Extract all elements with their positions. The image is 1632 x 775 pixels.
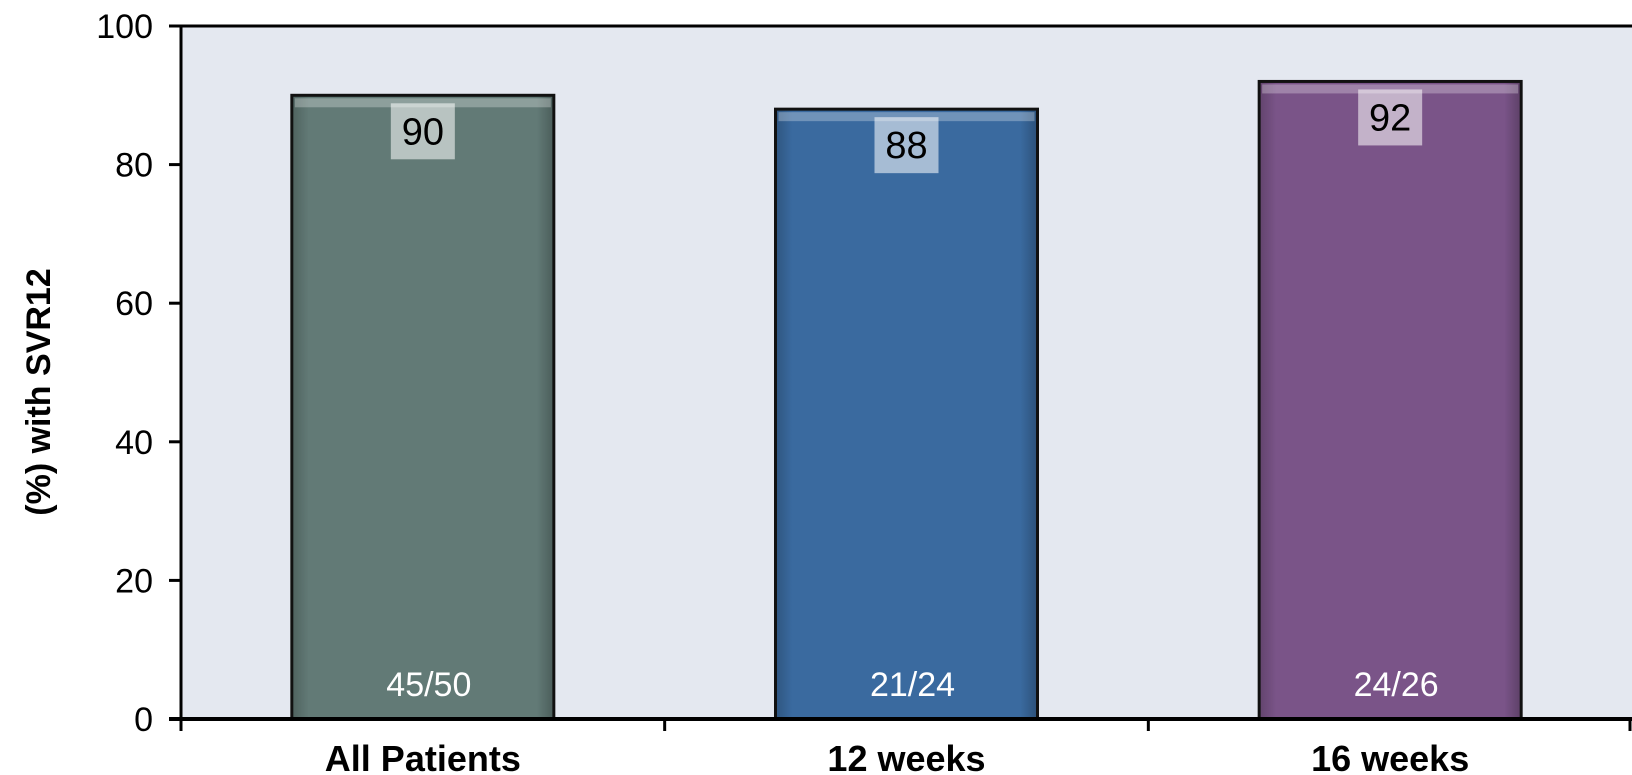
count-label: 45/50: [386, 666, 471, 704]
value-label: 90: [402, 111, 444, 153]
category-label: 16 weeks: [1311, 738, 1469, 775]
y-tick-label: 0: [134, 701, 153, 739]
y-tick-label: 80: [115, 147, 153, 185]
y-tick-label: 40: [115, 424, 153, 462]
bar-sheen: [777, 110, 1036, 718]
bars: [290, 79, 1523, 721]
y-axis-title: (%) with SVR12: [20, 268, 58, 515]
value-label-box: [390, 103, 455, 160]
count-label: 24/26: [1354, 666, 1439, 704]
bar-highlight: [294, 98, 551, 108]
y-tick-label: 100: [96, 8, 153, 46]
bar-highlight: [1262, 84, 1519, 94]
value-label: 88: [885, 125, 927, 167]
bar-highlight: [778, 112, 1035, 122]
bar-sheen: [1260, 82, 1520, 718]
count-label: 21/24: [870, 666, 955, 704]
y-tick-label: 60: [115, 285, 153, 323]
category-label: 12 weeks: [827, 738, 985, 775]
value-label-box: [1358, 89, 1423, 146]
value-label: 92: [1369, 97, 1411, 139]
bar-sheen: [293, 96, 553, 718]
labels: 90 45/50 All Patients 88 21/24 12 weeks 92 24/2…: [96, 8, 1469, 775]
y-tick-label: 20: [115, 562, 153, 600]
value-label-box: [874, 117, 939, 174]
axes: [169, 24, 1632, 731]
category-label: All Patients: [325, 738, 521, 775]
